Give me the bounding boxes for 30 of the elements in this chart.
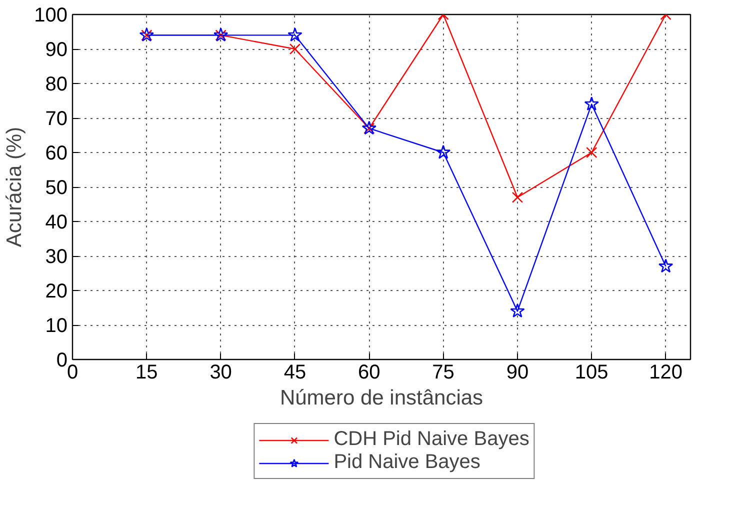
y-tick-label: 10 xyxy=(45,315,68,337)
x-tick-label: 45 xyxy=(284,362,306,384)
legend-label: CDH Pid Naive Bayes xyxy=(334,428,530,451)
x-tick-label: 60 xyxy=(358,362,380,384)
point xyxy=(288,28,302,42)
x-tick-label: 105 xyxy=(574,362,608,384)
x-tick-label: 120 xyxy=(649,362,682,384)
x-tick-label: 30 xyxy=(210,362,232,384)
x-axis-title: Número de instâncias xyxy=(280,386,484,410)
point xyxy=(658,258,674,273)
point xyxy=(512,192,524,203)
point xyxy=(586,146,598,158)
y-tick-label: 90 xyxy=(45,39,68,61)
y-tick-label: 80 xyxy=(45,74,68,96)
y-tick-label: 100 xyxy=(34,4,68,26)
y-tick-label: 20 xyxy=(45,280,68,302)
point xyxy=(584,96,599,111)
legend-label: Pid Naive Bayes xyxy=(334,451,480,474)
y-tick-label: 70 xyxy=(45,108,68,130)
point xyxy=(289,43,301,55)
x-tick-label: 90 xyxy=(506,362,529,384)
y-tick-label: 30 xyxy=(45,246,68,268)
y-axis-title: Acurácia (%) xyxy=(3,126,26,248)
x-tick-label: 15 xyxy=(136,362,158,384)
x-tick-label: 75 xyxy=(432,362,454,384)
point xyxy=(510,304,525,318)
y-tick-label: 40 xyxy=(45,212,68,234)
y-tick-label: 50 xyxy=(45,177,68,199)
y-tick-label: 60 xyxy=(45,142,68,164)
point xyxy=(436,144,451,159)
